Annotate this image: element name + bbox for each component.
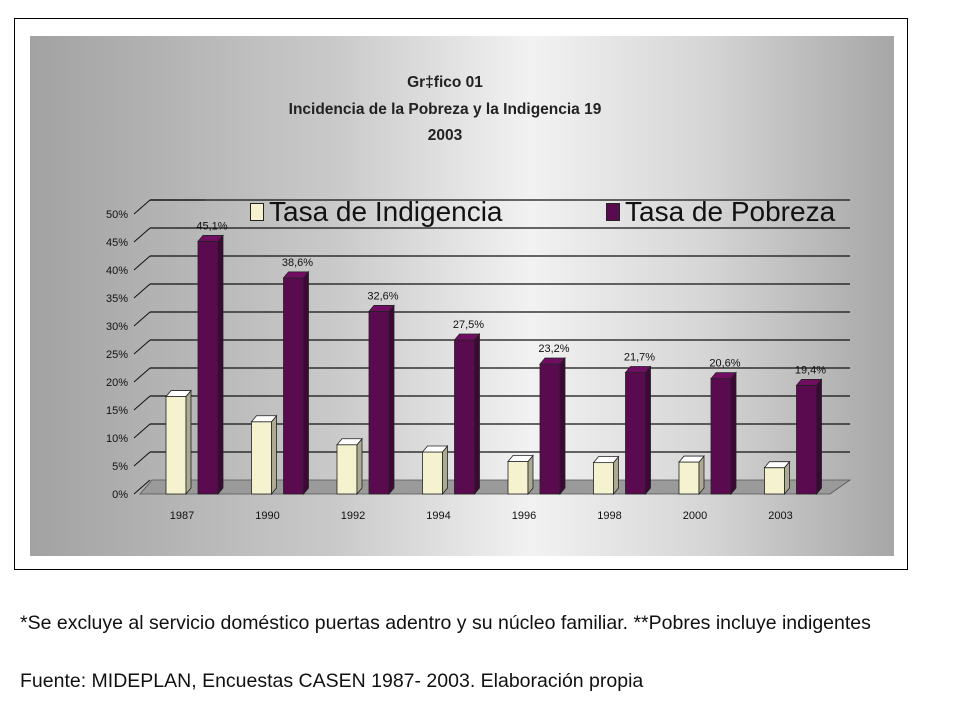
bar-top (368, 305, 395, 312)
x-tick-label: 1996 (512, 510, 536, 522)
y-tick-label: 5% (112, 461, 128, 473)
legend-item-indigencia: Tasa de Indigencia (250, 198, 503, 226)
bar-side (303, 270, 309, 496)
bar-pobreza (283, 277, 304, 495)
legend-label-indigencia: Tasa de Indigencia (269, 196, 503, 227)
bar-top (763, 461, 791, 469)
y-tick-label: 15% (106, 405, 128, 417)
y-tick-label: 50% (106, 209, 128, 221)
bar-pobreza (539, 363, 561, 495)
data-label: 20,6% (709, 358, 740, 370)
bar-top (421, 445, 449, 453)
y-tick-label: 45% (106, 237, 128, 249)
grid-side-line (133, 367, 151, 383)
bar-top (678, 455, 705, 463)
bar-top (165, 390, 192, 397)
x-tick-label: 1994 (426, 510, 450, 522)
bar-side (356, 437, 363, 496)
bar-side (474, 332, 480, 496)
bar-top (453, 333, 481, 341)
x-tick-label: 1998 (597, 510, 621, 522)
bar-top (197, 235, 224, 242)
bar-side (271, 414, 277, 496)
y-tick-label: 40% (106, 265, 128, 277)
x-tick-label: 2003 (768, 510, 792, 522)
bar-indigencia (251, 421, 272, 495)
bar-side (645, 365, 651, 496)
x-tick-label: 1990 (255, 510, 279, 522)
bar-pobreza (710, 378, 732, 495)
grid-side-line (133, 227, 151, 243)
bar-pobreza (796, 384, 817, 495)
bar-indigencia (165, 396, 187, 495)
bar-top (282, 271, 310, 279)
y-tick-label: 25% (106, 349, 128, 361)
bar-side (559, 356, 566, 496)
bar-side (185, 389, 192, 496)
bar-side (388, 304, 395, 496)
legend-item-pobreza: Tasa de Pobreza (606, 198, 835, 226)
y-tick-label: 0% (112, 489, 128, 501)
chart-title-line-3: 2003 (427, 127, 463, 144)
grid-side-line (133, 479, 151, 495)
data-label: 23,2% (538, 343, 569, 355)
y-tick-label: 10% (106, 433, 128, 445)
grid-side-line (133, 255, 151, 271)
legend-label-pobreza: Tasa de Pobreza (625, 196, 836, 227)
footnote-text: *Se excluye al servicio doméstico puerta… (20, 612, 871, 634)
bar-top (336, 438, 363, 446)
bar-top (624, 366, 652, 373)
bar-indigencia (764, 467, 785, 495)
x-tick-label: 1992 (341, 510, 365, 522)
bar-side (217, 234, 224, 496)
data-label: 27,5% (453, 319, 484, 331)
y-tick-label: 20% (106, 377, 128, 389)
data-label: 32,6% (367, 290, 398, 302)
bar-side (730, 371, 737, 496)
bar-pobreza (454, 339, 475, 495)
chart-title-line-2: Incidencia de la Pobreza y la Indigencia… (288, 101, 602, 118)
grid-side-line (133, 423, 151, 439)
grid-side-line (133, 311, 151, 327)
grid-side-line (133, 451, 151, 467)
x-tick-label: 1987 (170, 510, 194, 522)
x-tick-label: 2000 (683, 510, 707, 522)
data-label: 21,7% (624, 351, 655, 363)
bar-top (539, 357, 566, 365)
chart-floor (139, 479, 852, 495)
bar-top (710, 372, 737, 380)
bar-indigencia (422, 451, 443, 495)
y-tick-label: 35% (106, 293, 128, 305)
grid-side-line (133, 339, 151, 355)
bar-top (795, 378, 823, 386)
bar-pobreza (368, 311, 390, 495)
chart-title-line-1: Gr‡fico 01 (407, 74, 483, 91)
legend-swatch-pobreza (606, 203, 620, 221)
bar-side (442, 444, 448, 496)
grid-side-line (133, 395, 151, 411)
source-text: Fuente: MIDEPLAN, Encuestas CASEN 1987- … (20, 670, 644, 692)
y-tick-label: 30% (106, 321, 128, 333)
bar-pobreza (625, 372, 646, 495)
data-label: 38,6% (282, 257, 313, 269)
bar-top (250, 415, 278, 423)
data-label: 45,1% (196, 220, 227, 232)
bar-top (592, 456, 620, 464)
grid-side-line (133, 199, 151, 215)
bar-pobreza (197, 241, 219, 495)
bar-indigencia (593, 462, 614, 495)
bar-indigencia (678, 461, 700, 495)
grid-side-line (133, 283, 151, 299)
bar-side (816, 378, 822, 496)
data-label: 19,4% (795, 364, 826, 376)
bar-side (527, 454, 534, 496)
bar-top (507, 455, 534, 462)
bar-indigencia (507, 461, 529, 495)
legend-swatch-indigencia (250, 203, 264, 221)
bar-indigencia (336, 444, 358, 495)
